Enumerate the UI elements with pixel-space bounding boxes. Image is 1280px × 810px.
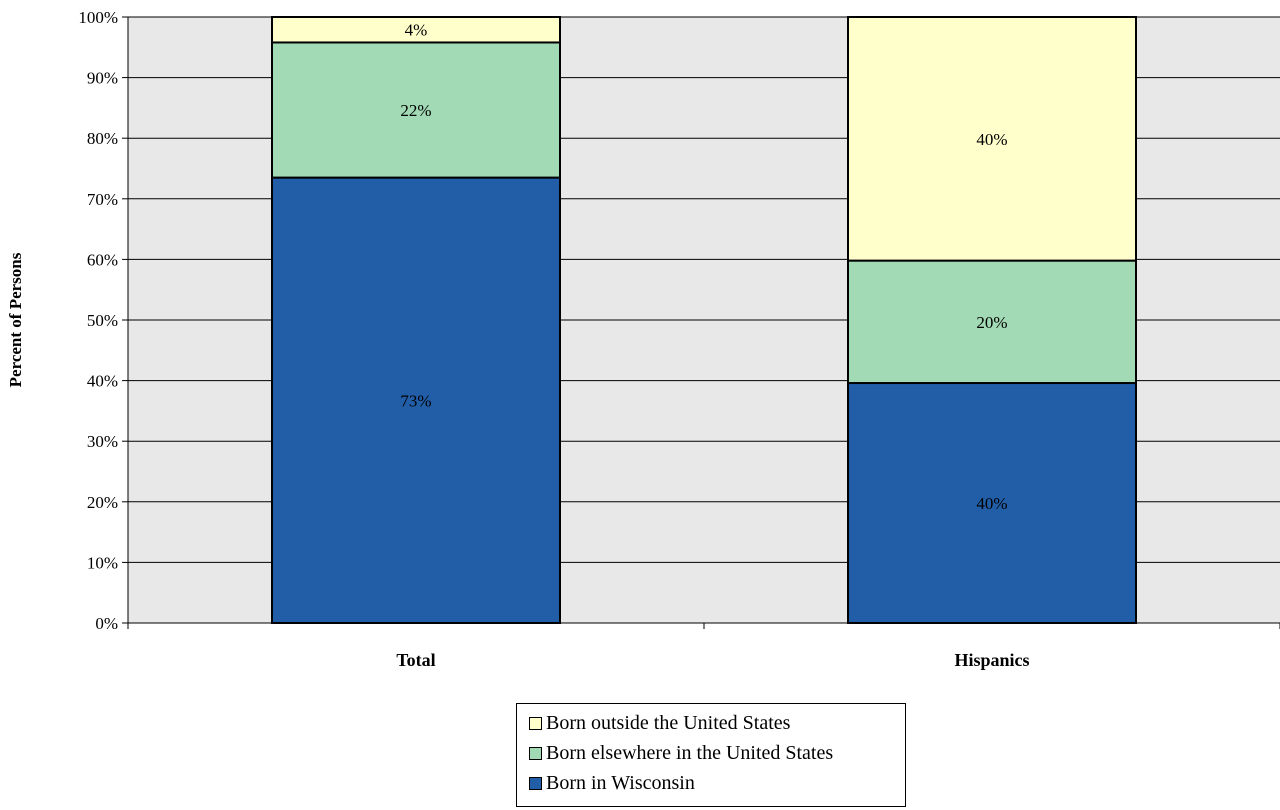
y-tick-label: 90% [87,69,118,88]
bar-segment [847,382,1137,624]
y-tick-label: 60% [87,250,118,269]
legend-item-born-elsewhere: Born elsewhere in the United States [529,738,905,768]
plot-area: 0% 10% 20% 30% 40% 50% 60% 70% 80% 90% 100% 73% 22% 4… [78,8,1280,670]
y-tick-label: 40% [87,372,118,391]
y-axis-title: Percent of Persons [6,252,25,387]
data-label: 4% [405,21,428,40]
data-label: 73% [400,391,431,410]
bar-segment [847,16,1137,262]
x-category-label: Hispanics [954,650,1029,670]
data-label: 20% [976,313,1007,332]
y-tick-label: 80% [87,129,118,148]
legend-item-born-wisconsin: Born in Wisconsin [529,768,905,798]
y-tick-label: 0% [95,614,118,633]
x-category-label: Total [396,650,435,670]
y-tick-label: 30% [87,432,118,451]
bar-segment [271,16,561,44]
data-label: 22% [400,101,431,120]
y-tick-label: 50% [87,311,118,330]
bar-segment [271,176,561,624]
legend-item-born-outside: Born outside the United States [529,708,905,738]
legend-label: Born in Wisconsin [546,771,695,794]
y-tick-label: 10% [87,553,118,572]
y-tick-label: 100% [78,8,118,27]
legend-label: Born elsewhere in the United States [546,741,834,764]
stacked-bar-chart: 0% 10% 20% 30% 40% 50% 60% 70% 80% 90% 100% 73% 22% 4… [6,8,1280,670]
y-tick-label: 70% [87,190,118,209]
legend-label: Born outside the United States [546,711,791,734]
bar-segment [847,259,1137,385]
bar-segment [271,41,561,179]
legend-swatch [529,716,542,730]
data-label: 40% [976,494,1007,513]
legend-swatch [529,746,542,760]
legend: Born outside the United States Born else… [516,703,906,807]
y-tick-label: 20% [87,493,118,512]
data-label: 40% [976,130,1007,149]
legend-swatch [529,776,542,790]
